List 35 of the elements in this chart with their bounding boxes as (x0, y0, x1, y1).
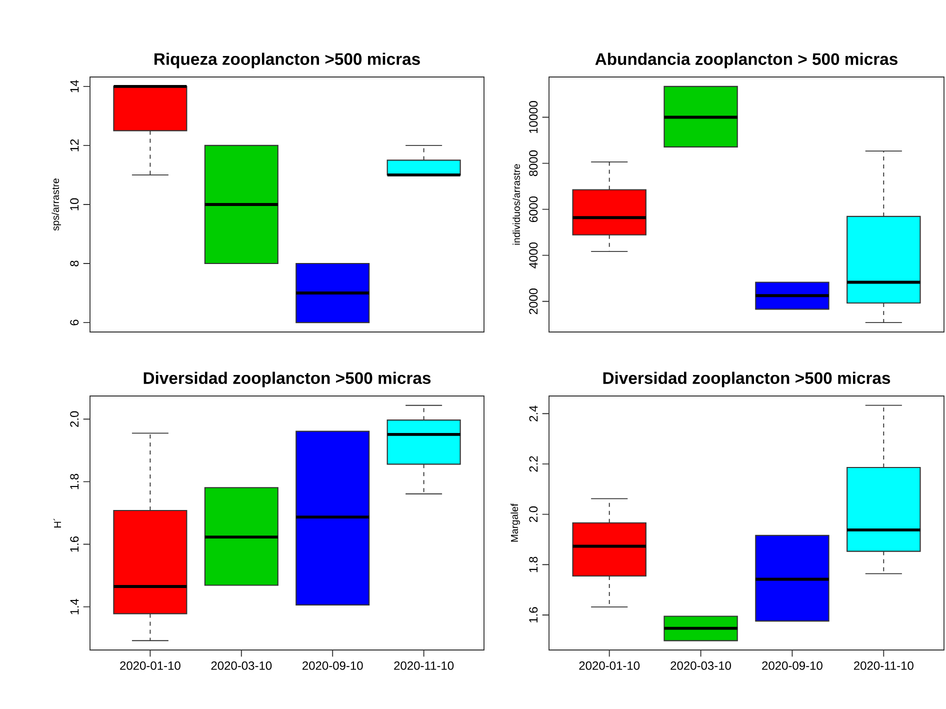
chart-title: Abundancia zooplancton > 500 micras (595, 52, 898, 68)
y-tick-label: 4000 (529, 242, 538, 268)
x-tick-label: 2020-09-10 (762, 661, 822, 670)
x-tick-label: 2020-01-10 (579, 661, 640, 670)
y-tick-label: 8000 (529, 150, 538, 176)
y-tick-label: 1.4 (70, 598, 79, 614)
y-tick-label: 6 (70, 320, 79, 326)
y-tick-label: 6000 (529, 196, 538, 222)
chart-title: Diversidad zooplancton >500 micras (603, 372, 890, 388)
y-tick-label: 12 (70, 139, 79, 152)
x-tick-label: 2020-03-10 (211, 661, 272, 670)
y-tick-label: 10 (70, 198, 79, 210)
x-tick-label: 2020-11-10 (394, 661, 454, 670)
y-tick-label: 1.6 (70, 536, 79, 552)
y-tick-label: 2.0 (529, 506, 538, 522)
y-axis-title: sps/arrastre (52, 178, 61, 231)
y-tick-label: 2.2 (529, 456, 538, 472)
y-tick-label: 1.6 (529, 607, 538, 622)
y-axis-title: individuos/arrastre (512, 164, 520, 245)
y-tick-label: 2.4 (529, 406, 538, 422)
y-axis-title: H´ (54, 518, 61, 528)
y-tick-label: 2.0 (70, 411, 79, 427)
y-tick-label: 8 (70, 260, 79, 266)
y-tick-label: 1.8 (529, 556, 538, 572)
x-tick-label: 2020-03-10 (670, 661, 731, 670)
chart-title: Diversidad zooplancton >500 micras (144, 372, 431, 388)
chart-title: Riqueza zooplancton >500 micras (154, 52, 420, 68)
y-tick-label: 10000 (529, 101, 538, 134)
x-tick-label: 2020-01-10 (120, 661, 180, 670)
y-tick-label: 1.8 (70, 474, 79, 490)
y-tick-label: 14 (70, 80, 79, 92)
y-tick-label: 2000 (529, 288, 538, 314)
y-axis-title: Margalef (510, 504, 520, 542)
x-tick-label: 2020-09-10 (302, 661, 363, 670)
x-tick-label: 2020-11-10 (854, 661, 914, 670)
